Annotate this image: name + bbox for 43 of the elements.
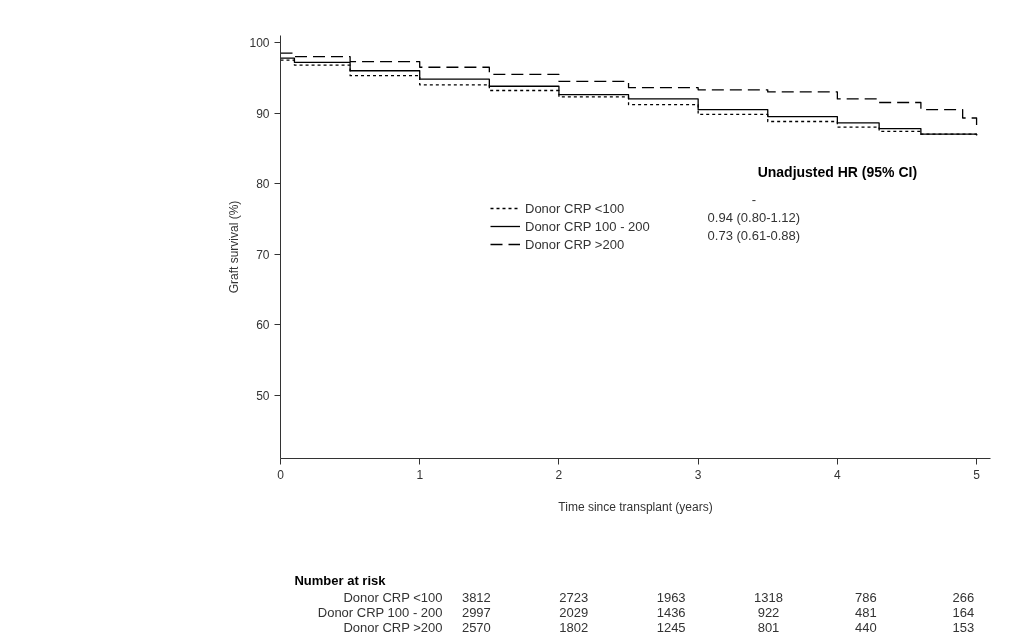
x-axis-title: Time since transplant (years) [558, 499, 713, 514]
text: 922 [757, 605, 780, 620]
y-tick-label: 70 [256, 247, 270, 262]
text: 440 [855, 620, 877, 635]
text: 1245 [656, 620, 686, 635]
x-tick-label: 4 [834, 467, 842, 482]
text: 3812 [461, 590, 491, 605]
text: Number at risk [294, 573, 387, 588]
text: 2570 [461, 620, 491, 635]
text: Donor CRP 100 - 200 [317, 605, 443, 620]
text: Donor CRP >200 [343, 620, 443, 635]
text: 786 [855, 590, 877, 605]
y-tick-label: 90 [256, 106, 270, 121]
text: 164 [952, 605, 975, 620]
annotation: 0.73 (0.61-0.88) [707, 227, 801, 243]
y-tick-label: 80 [256, 177, 270, 192]
y-tick-label: 100 [249, 36, 270, 51]
annotation: 0.94 (0.80-1.12) [707, 209, 801, 225]
x-tick-label: 5 [973, 467, 981, 482]
annotation: Unadjusted HR (95% CI) [757, 164, 918, 181]
legend-label: Donor CRP <100 [525, 199, 625, 217]
y-axis-title: Graft survival (%) [227, 200, 242, 294]
text: 2723 [559, 590, 589, 605]
x-tick-label: 0 [277, 467, 285, 482]
text: 1436 [656, 605, 686, 620]
annotation: - [751, 191, 757, 207]
x-tick-label: 3 [694, 467, 702, 482]
text: 2029 [559, 605, 589, 620]
text: 801 [757, 620, 780, 635]
y-tick-label: 50 [256, 388, 270, 403]
x-tick-label: 1 [416, 467, 424, 482]
text: 1963 [656, 590, 686, 605]
legend-label: Donor CRP >200 [525, 235, 625, 253]
text: 153 [952, 620, 975, 635]
x-tick-label: 2 [555, 467, 563, 482]
text: 1802 [559, 620, 589, 635]
text: 266 [952, 590, 975, 605]
text: 481 [855, 605, 877, 620]
text: Donor CRP <100 [343, 590, 443, 605]
y-tick-label: 60 [256, 318, 270, 333]
text: 2997 [461, 605, 491, 620]
text: 1318 [754, 590, 783, 605]
legend-label: Donor CRP 100 - 200 [525, 217, 650, 235]
